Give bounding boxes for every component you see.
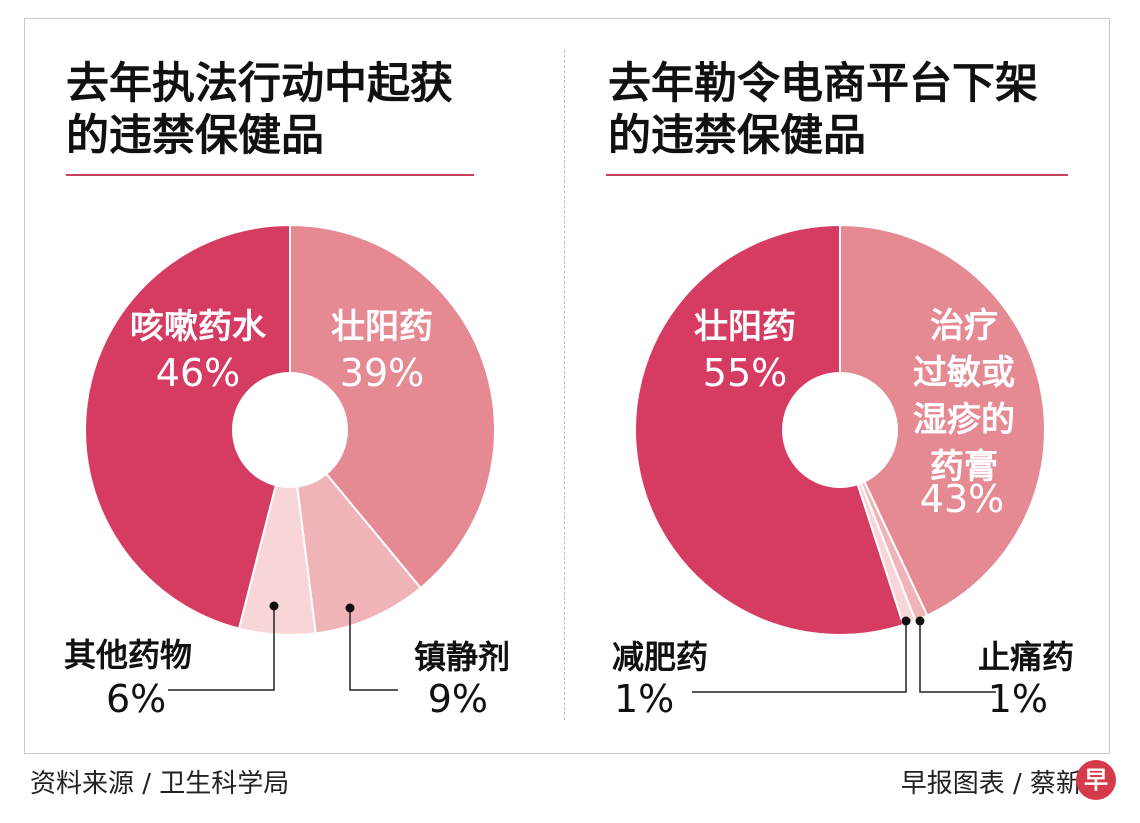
chart-2-value-4: 55% — [703, 351, 787, 395]
chart-2-donut-hole — [782, 372, 898, 488]
left-chart-title-line-2: 的违禁保健品 — [66, 111, 324, 161]
chart-2-leader-dot-3 — [901, 616, 911, 626]
chart-1-value-2: 9% — [428, 677, 488, 721]
chart-1-label-4: 咳嗽药水 — [130, 307, 267, 347]
chart-1-slice-4 — [84, 224, 291, 630]
chart-1-slice-1 — [289, 224, 496, 589]
chart-1-label-1: 壮阳药 — [331, 307, 433, 347]
chart-1-value-1: 39% — [340, 351, 424, 395]
chart-2-value-3: 1% — [614, 677, 674, 721]
source-note: 资料来源 / 卫生科学局 — [30, 769, 290, 799]
chart-1-label-3: 其他药物 — [64, 636, 192, 674]
right-chart-title-line-1: 去年勒令电商平台下架 — [608, 59, 1038, 109]
chart-2-slice-1 — [839, 224, 1046, 617]
chart-1-slice-2 — [289, 429, 422, 635]
chart-2-leader-dot-2 — [915, 616, 925, 626]
left-chart-title-line-1: 去年执法行动中起获 — [66, 59, 453, 109]
right-chart-title: 去年勒令电商平台下架 的违禁保健品 — [608, 58, 1038, 162]
credit-note: 早报图表 / 蔡新 — [900, 769, 1082, 799]
chart-2-label-3: 减肥药 — [612, 638, 708, 676]
chart-2-label-2: 止痛药 — [978, 638, 1074, 676]
left-chart-title: 去年执法行动中起获 的违禁保健品 — [66, 58, 453, 162]
right-chart-title-line-2: 的违禁保健品 — [608, 111, 866, 161]
chart-2-leader-2 — [919, 621, 996, 693]
chart-1-leader-3 — [168, 606, 275, 691]
chart-1-value-4: 46% — [156, 351, 240, 395]
chart-1-label-2: 镇静剂 — [414, 638, 510, 676]
left-title-rule — [66, 174, 474, 176]
panel-divider — [564, 50, 565, 720]
chart-2-value-2: 1% — [988, 677, 1048, 721]
chart-2-label-1-line-4: 药膏 — [930, 447, 998, 487]
chart-1-value-3: 6% — [106, 677, 166, 721]
chart-2-label-1-line-1: 治疗 — [930, 306, 998, 346]
brand-badge: 早 — [1076, 760, 1116, 800]
chart-1-leader-dot-2 — [345, 603, 355, 613]
chart-2-value-1: 43% — [920, 477, 1004, 521]
chart-2-label-1-line-3: 湿疹的 — [913, 400, 1015, 440]
chart-2-label-1-line-2: 过敏或 — [913, 353, 1015, 393]
chart-1-donut-hole — [232, 372, 348, 488]
chart-2-slice-4 — [634, 224, 905, 636]
chart-2-label-4: 壮阳药 — [694, 307, 796, 347]
chart-1-leader-2 — [349, 608, 398, 691]
right-title-rule — [606, 174, 1068, 176]
chart-2-leader-3 — [692, 621, 907, 693]
chart-1-leader-dot-3 — [269, 601, 279, 611]
